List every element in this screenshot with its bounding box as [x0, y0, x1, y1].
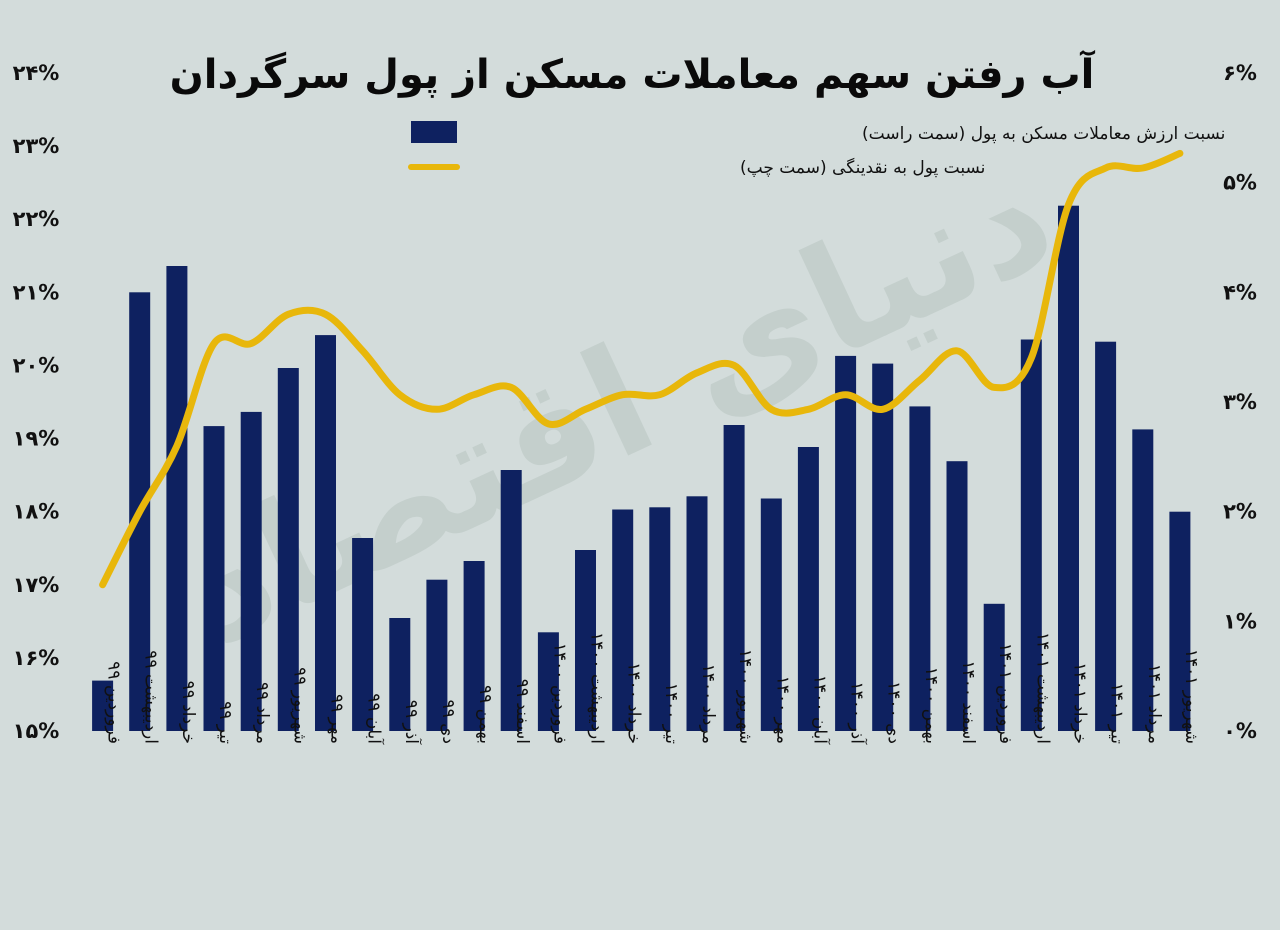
x-axis-tick: اردیبهشت ۱۴۰۱: [1032, 632, 1052, 744]
right-axis: ۰% ۱% ۲% ۳% ۴% ۵% ۶%: [1223, 61, 1257, 743]
line-series-path: [99, 149, 1184, 589]
left-axis-tick: ۲۳%: [13, 134, 60, 158]
legend: نسبت ارزش معاملات مسکن به پول (سمت راست)…: [408, 121, 1225, 178]
x-axis-tick: مهر ۹۹: [327, 694, 347, 744]
bar: [1058, 205, 1079, 731]
left-axis-tick: ۱۶%: [13, 646, 60, 670]
x-axis-tick: اردیبهشت ۹۹: [141, 650, 161, 744]
bar: [92, 680, 114, 731]
x-axis-tick: اسفند ۱۴۰۰: [958, 660, 978, 744]
bar: [426, 579, 448, 731]
left-axis-tick: ۱۵%: [13, 719, 60, 743]
bar: [166, 266, 188, 731]
x-axis-tick: فروردین ۱۴۰۰: [549, 643, 569, 744]
x-axis: فروردین ۹۹ اردیبهشت ۹۹ خرداد ۹۹ تیر ۹۹ مرداد…: [104, 632, 1201, 745]
bar: [612, 509, 634, 731]
bar: [872, 363, 894, 731]
x-axis-tick: دی ۱۴۰۰: [884, 681, 904, 744]
x-axis-tick: خرداد ۱۴۰۱: [1070, 662, 1090, 744]
bar: [352, 538, 374, 731]
left-axis-tick: ۲۴%: [13, 61, 60, 85]
bar: [203, 426, 225, 731]
bar: [500, 470, 522, 731]
x-axis-tick: مهر ۱۴۰۰: [772, 676, 792, 744]
x-axis-tick: آذر ۹۹: [401, 700, 423, 745]
x-axis-tick: خرداد ۱۴۰۰: [624, 662, 644, 744]
legend-line-label: نسبت پول به نقدینگی (سمت چپ): [740, 157, 985, 178]
left-axis-tick: ۱۷%: [13, 573, 60, 597]
bar: [983, 603, 1005, 731]
x-axis-tick: فروردین ۹۹: [104, 661, 124, 744]
bar: [575, 550, 596, 731]
bar: [909, 406, 931, 731]
left-axis: ۱۵% ۱۶% ۱۷% ۱۸% ۱۹% ۲۰% ۲۱% ۲۲% ۲۳% ۲۴%: [13, 61, 60, 743]
right-axis-tick: ۳%: [1223, 390, 1257, 414]
left-axis-tick: ۲۰%: [13, 353, 60, 377]
x-axis-tick: شهریور ۹۹: [289, 667, 309, 744]
x-axis-tick: بهمن ۹۹: [475, 685, 495, 744]
x-axis-tick: بهمن ۱۴۰۰: [921, 667, 941, 744]
bar: [389, 618, 411, 731]
bar: [537, 632, 559, 731]
bar: [1095, 341, 1117, 731]
x-axis-tick: شهریور ۱۴۰۱: [1181, 649, 1201, 744]
x-axis-tick: مرداد ۱۴۰۰: [698, 664, 718, 744]
left-axis-tick: ۱۹%: [13, 427, 60, 451]
x-axis-tick: دی ۹۹: [438, 699, 458, 744]
bar: [1169, 511, 1191, 731]
x-axis-tick: تیر ۱۴۰۰: [661, 683, 681, 744]
bar: [723, 425, 745, 731]
x-axis-tick: خرداد ۹۹: [178, 681, 198, 744]
x-axis-tick: شهریور ۱۴۰۰: [735, 649, 755, 744]
x-axis-tick: اسفند ۹۹: [512, 679, 532, 744]
x-axis-tick: مرداد ۹۹: [252, 682, 272, 744]
bar: [797, 447, 819, 731]
bar-series: [92, 205, 1191, 731]
right-axis-tick: ۲%: [1223, 500, 1257, 524]
bar: [686, 496, 708, 731]
x-axis-tick: مرداد ۱۴۰۱: [1144, 664, 1164, 744]
bar: [1132, 429, 1154, 731]
left-axis-tick: ۲۱%: [13, 280, 60, 304]
left-axis-tick: ۱۸%: [13, 500, 60, 524]
bar: [1020, 339, 1042, 731]
bar: [240, 411, 262, 731]
x-axis-tick: آبان ۹۹: [364, 693, 386, 745]
bar: [760, 498, 782, 731]
right-axis-tick: ۶%: [1223, 61, 1257, 85]
x-axis-tick: تیر ۹۹: [215, 701, 235, 744]
bar: [649, 507, 671, 731]
left-axis-tick: ۲۲%: [13, 207, 60, 231]
bar: [946, 461, 968, 731]
x-axis-tick: آبان ۱۴۰۰: [809, 675, 831, 745]
legend-bar-label: نسبت ارزش معاملات مسکن به پول (سمت راست): [862, 124, 1225, 144]
x-axis-tick: فروردین ۱۴۰۱: [995, 643, 1015, 744]
chart-title: آب رفتن سهم معاملات مسکن از پول سرگردان: [170, 49, 1096, 98]
bar: [463, 561, 485, 731]
x-axis-tick: آذر ۱۴۰۰: [847, 682, 869, 746]
right-axis-tick: ۰%: [1223, 719, 1257, 743]
bar: [277, 368, 299, 731]
right-axis-tick: ۵%: [1223, 171, 1257, 195]
x-axis-tick: اردیبهشت ۱۴۰۰: [587, 632, 607, 744]
right-axis-tick: ۴%: [1223, 280, 1257, 304]
bar: [315, 335, 336, 731]
legend-bar-swatch: [411, 121, 457, 143]
bar: [835, 355, 857, 731]
x-axis-tick: تیر ۱۴۰۱: [1107, 683, 1127, 744]
right-axis-tick: ۱%: [1223, 609, 1257, 633]
